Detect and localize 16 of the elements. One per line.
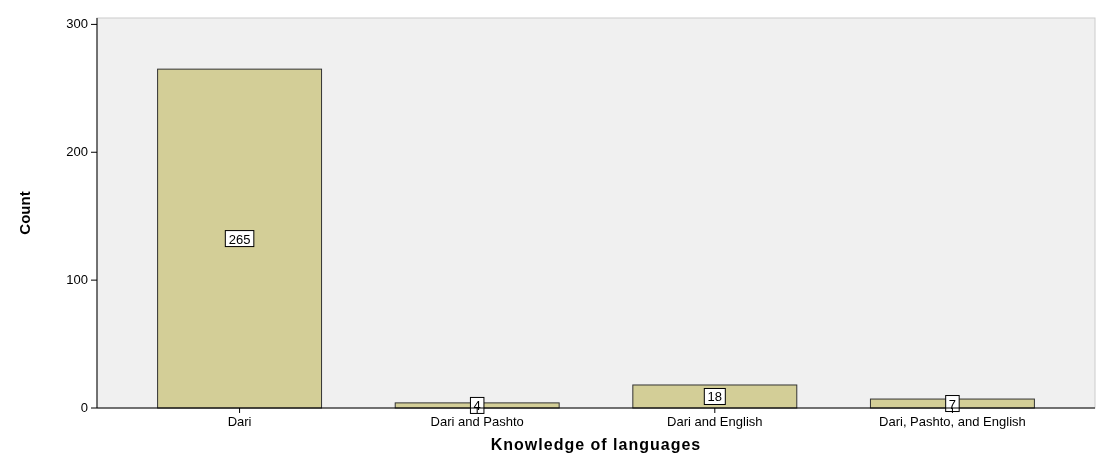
y-axis-title: Count bbox=[16, 191, 33, 235]
data-label: 7 bbox=[948, 396, 957, 412]
y-tick-label: 0 bbox=[80, 400, 88, 415]
data-label: 4 bbox=[473, 398, 481, 414]
y-tick-label: 300 bbox=[66, 16, 88, 32]
data-label: 265 bbox=[228, 231, 251, 247]
data-label: 18 bbox=[707, 389, 723, 405]
x-tick-label: Dari and Pashto bbox=[430, 414, 524, 429]
x-tick-label: Dari, Pashto, and English bbox=[879, 414, 1026, 429]
y-tick-label: 100 bbox=[66, 272, 88, 288]
x-axis-title: Knowledge of languages bbox=[490, 436, 702, 453]
bar bbox=[632, 384, 798, 409]
bar bbox=[157, 68, 323, 409]
y-tick-label: 200 bbox=[66, 144, 88, 160]
x-tick-label: Dari and English bbox=[667, 414, 763, 429]
x-tick-label: Dari bbox=[227, 414, 252, 429]
